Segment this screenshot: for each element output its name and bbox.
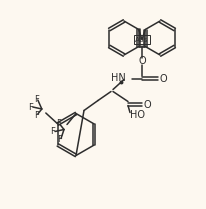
Text: F: F — [28, 102, 33, 111]
Text: F: F — [34, 94, 39, 103]
Text: HN: HN — [111, 73, 125, 83]
Text: F: F — [56, 119, 61, 128]
Text: Abs: Abs — [135, 37, 148, 42]
Text: O: O — [138, 56, 145, 66]
Text: F: F — [50, 127, 55, 136]
Text: O: O — [158, 74, 166, 84]
Text: HO: HO — [129, 111, 144, 121]
Text: F: F — [57, 135, 62, 144]
FancyBboxPatch shape — [133, 35, 149, 44]
Text: F: F — [34, 111, 39, 120]
Text: O: O — [143, 99, 150, 110]
